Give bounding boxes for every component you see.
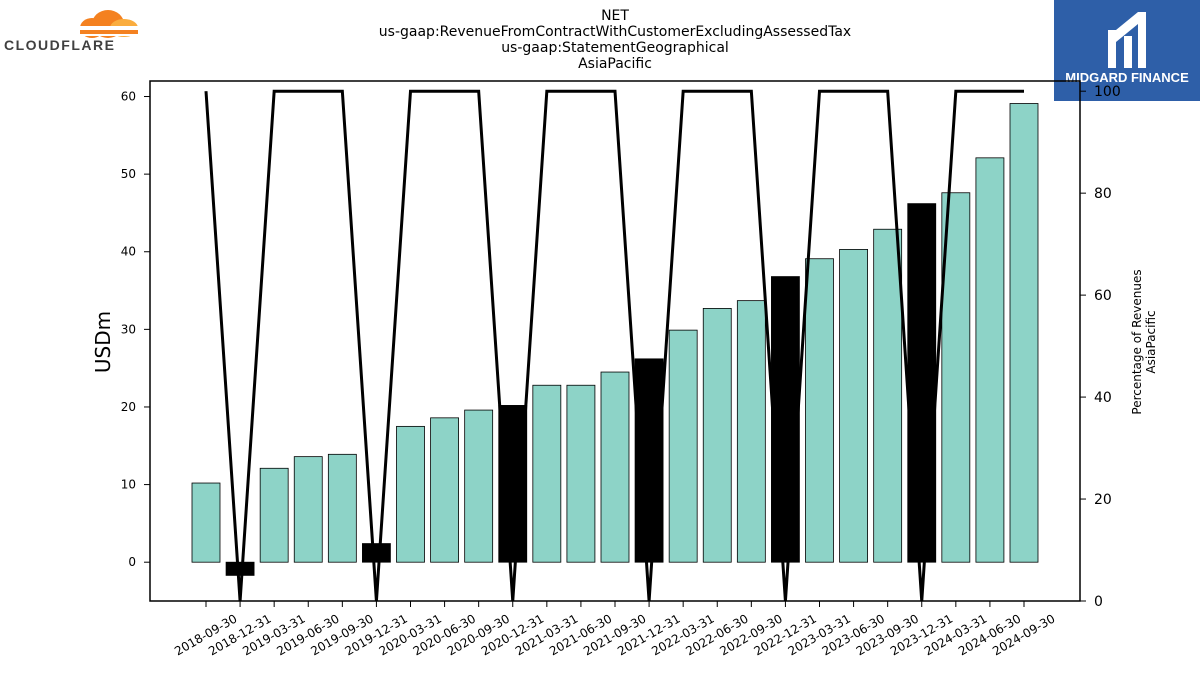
- bar-2020-03-31: [396, 425, 425, 563]
- cloudflare-logo: CLOUDFLARE: [4, 4, 144, 54]
- bar-2019-09-30: [327, 453, 357, 563]
- y2-tick-label: 100: [1094, 84, 1121, 100]
- right-logo-text: MIDGARD FINANCE: [1065, 70, 1189, 85]
- bar-2020-12-31: [498, 405, 528, 563]
- y2-axis-label: Percentage of Revenues AsiaPacific: [1130, 269, 1158, 414]
- bar-2019-12-31: [362, 543, 391, 563]
- bar-2020-09-30: [464, 409, 494, 563]
- midgard-emblem-icon: [1108, 12, 1146, 68]
- bar-2022-09-30: [736, 300, 766, 563]
- y-axis-left: 0 10 20 30 40 50 60: [121, 90, 150, 569]
- bar-2023-03-31: [805, 258, 834, 563]
- y-tick-label: 20: [121, 400, 136, 414]
- title-line-3: us-gaap:StatementGeographical: [501, 40, 729, 56]
- title-line-2: us-gaap:RevenueFromContractWithCustomerE…: [379, 24, 851, 40]
- y2-tick-label: 20: [1094, 492, 1112, 508]
- bar-2018-09-30: [191, 482, 221, 563]
- bar-2020-06-30: [430, 417, 459, 563]
- y2-tick-label: 0: [1094, 594, 1103, 610]
- bar-2024-03-31: [941, 192, 971, 563]
- x-axis: 2018-09-302018-12-312019-03-312019-06-30…: [172, 601, 1058, 658]
- chart-title: NET us-gaap:RevenueFromContractWithCusto…: [379, 8, 851, 72]
- bar-2021-03-31: [532, 384, 562, 563]
- bar-2019-03-31: [259, 467, 289, 563]
- y2-tick-label: 60: [1094, 288, 1112, 304]
- bar-2019-06-30: [293, 456, 323, 563]
- y-tick-label: 40: [121, 245, 136, 259]
- y-axis-right: 0 20 40 60 80 100: [1080, 84, 1121, 610]
- y2-label-line-1: Percentage of Revenues: [1130, 269, 1144, 414]
- title-line-4: AsiaPacific: [578, 56, 652, 72]
- title-line-1: NET: [601, 8, 629, 24]
- bar-2024-06-30: [975, 157, 1005, 563]
- y-tick-label: 10: [121, 478, 136, 492]
- bar-2018-12-31: [225, 561, 255, 576]
- bar-2024-09-30: [1009, 103, 1039, 563]
- bar-2023-12-31: [907, 203, 937, 563]
- bar-2022-06-30: [702, 308, 732, 563]
- y2-tick-label: 40: [1094, 390, 1112, 406]
- y-tick-label: 60: [121, 90, 136, 104]
- y-axis-label: USDm: [91, 311, 115, 373]
- bar-2023-09-30: [873, 228, 903, 563]
- y-tick-label: 0: [128, 555, 136, 569]
- y2-label-line-2: AsiaPacific: [1144, 310, 1158, 373]
- y-tick-label: 50: [121, 167, 136, 181]
- bar-2021-06-30: [566, 384, 596, 563]
- midgard-finance-logo: MIDGARD FINANCE: [1054, 0, 1200, 101]
- bar-2023-06-30: [839, 249, 868, 563]
- y-tick-label: 30: [121, 322, 136, 336]
- bar-2022-12-31: [771, 276, 800, 563]
- bar-2022-03-31: [668, 329, 698, 563]
- bar-2021-09-30: [600, 371, 630, 563]
- left-logo-text: CLOUDFLARE: [4, 37, 115, 53]
- cloud-icon: [78, 10, 140, 38]
- y2-tick-label: 80: [1094, 186, 1112, 202]
- bar-series: [191, 103, 1039, 576]
